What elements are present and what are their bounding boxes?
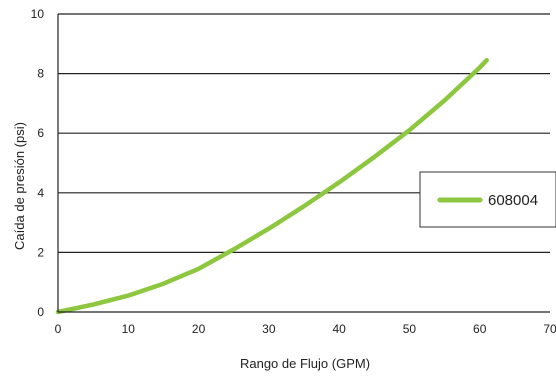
- x-tick-label-70: 70: [543, 322, 556, 336]
- y-tick-label-0: 0: [37, 305, 44, 319]
- ticks-layer: 0 2 4 6 8 10 0 10 20 30 40 50 60 70: [31, 7, 556, 336]
- legend: 608004: [419, 171, 556, 228]
- y-tick-label-2: 2: [37, 245, 44, 259]
- x-axis-title: Rango de Flujo (GPM): [240, 356, 370, 371]
- x-tick-label-20: 20: [192, 322, 206, 336]
- frame-layer: [57, 13, 550, 313]
- y-axis-title: Caída de presión (psi): [12, 122, 27, 250]
- series-line-608004: [55, 57, 489, 315]
- x-tick-label-0: 0: [55, 322, 62, 336]
- y-tick-label-8: 8: [37, 67, 44, 81]
- series-layer: [55, 57, 489, 315]
- x-tick-label-30: 30: [262, 322, 276, 336]
- legend-label-608004: 608004: [488, 192, 538, 209]
- x-tick-label-40: 40: [332, 322, 346, 336]
- y-tick-label-6: 6: [37, 126, 44, 140]
- x-tick-label-10: 10: [122, 322, 136, 336]
- y-tick-label-4: 4: [37, 186, 44, 200]
- x-tick-label-60: 60: [473, 322, 487, 336]
- y-tick-label-10: 10: [31, 7, 45, 21]
- x-tick-label-50: 50: [403, 322, 417, 336]
